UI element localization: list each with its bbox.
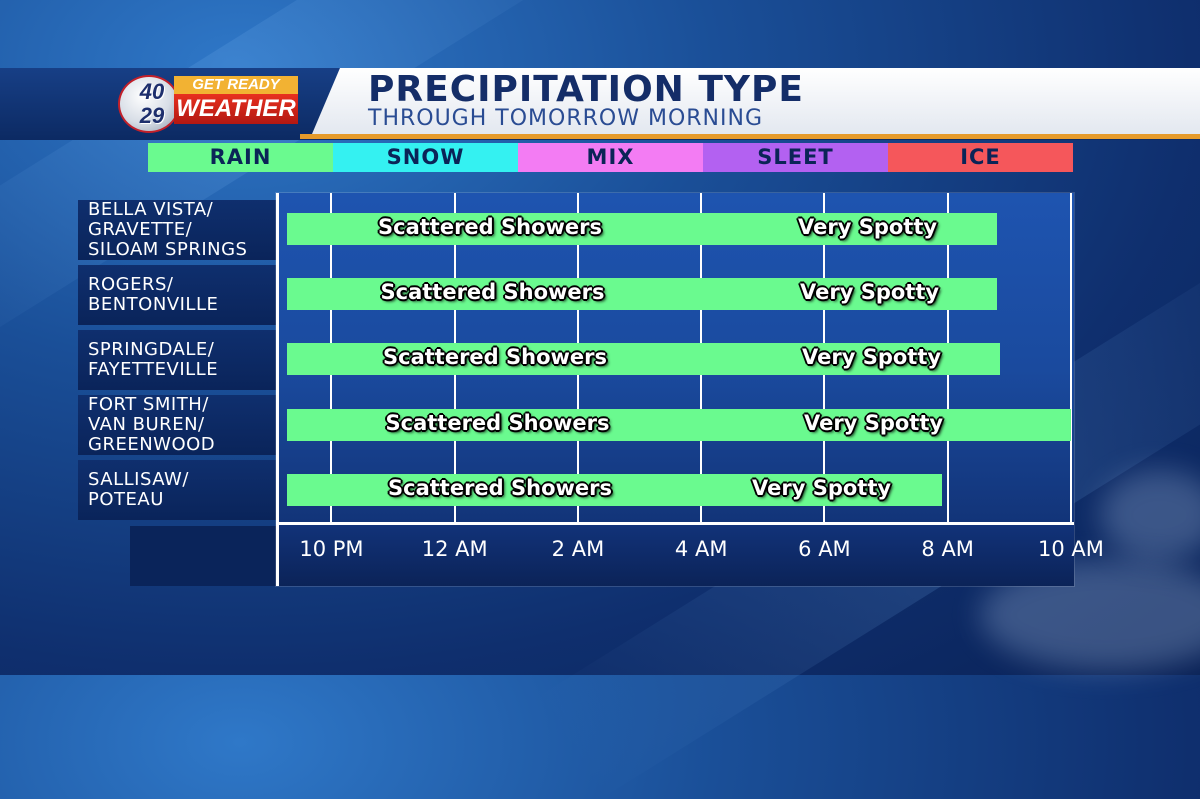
x-tick-label: 12 AM <box>421 537 488 561</box>
legend-item-rain: RAIN <box>148 143 333 172</box>
precip-bar <box>287 213 997 245</box>
page-title: PRECIPITATION TYPE <box>368 69 804 110</box>
legend-item-sleet: SLEET <box>703 143 888 172</box>
bar-annotation: Very Spotty <box>802 345 942 369</box>
row-label-line: SPRINGDALE/ <box>88 339 215 360</box>
row-label-line: BELLA VISTA/ <box>88 199 214 220</box>
chart-plot-area: 10 PM 12 AM 2 AM 4 AM 6 AM 8 AM 10 AM Scattered… <box>276 193 1104 586</box>
logo-tagline-top: GET READY <box>174 76 298 94</box>
row-label: ROGERS/ BENTONVILLE <box>78 265 276 325</box>
x-tick-label: 6 AM <box>798 537 851 561</box>
bar-annotation: Scattered Showers <box>380 280 605 304</box>
legend-item-snow: SNOW <box>333 143 518 172</box>
row-label: BELLA VISTA/ GRAVETTE/ SILOAM SPRINGS <box>78 200 276 260</box>
logo-number-top: 40 <box>139 79 165 104</box>
precip-bar <box>287 474 942 506</box>
row-label-footer-panel <box>130 526 278 586</box>
precip-bar <box>287 343 1001 375</box>
bar-annotation: Scattered Showers <box>383 345 608 369</box>
logo-tagline-bottom: WEATHER <box>174 94 298 124</box>
grid-line <box>1069 193 1072 523</box>
legend-item-mix: MIX <box>518 143 703 172</box>
header-title-panel <box>312 68 1200 134</box>
x-tick-label: 2 AM <box>551 537 605 561</box>
x-tick-label: 10 AM <box>1037 537 1104 561</box>
row-label: SALLISAW/ POTEAU <box>78 460 276 520</box>
row-label-line: FAYETTEVILLE <box>88 359 219 380</box>
x-tick-label: 4 AM <box>674 537 728 561</box>
logo-badge <box>118 75 180 133</box>
background-cloud <box>1100 470 1200 560</box>
legend-item-ice: ICE <box>888 143 1073 172</box>
x-axis-band <box>276 523 1074 586</box>
bar-annotation: Scattered Showers <box>388 476 613 500</box>
row-label: FORT SMITH/ VAN BUREN/ GREENWOOD <box>78 395 276 455</box>
bar-annotation: Very Spotty <box>800 280 940 304</box>
precip-bar <box>287 278 997 310</box>
bar-annotation: Scattered Showers <box>378 215 603 239</box>
row-label: SPRINGDALE/ FAYETTEVILLE <box>78 330 276 390</box>
row-label-line: SILOAM SPRINGS <box>88 239 248 260</box>
header-accent-line <box>300 134 1200 139</box>
bar-annotation: Very Spotty <box>804 411 944 435</box>
bar-annotation: Scattered Showers <box>385 411 610 435</box>
precip-bar <box>287 409 1071 441</box>
legend: RAIN SNOW MIX SLEET ICE <box>148 143 1073 172</box>
row-label-line: POTEAU <box>88 489 164 510</box>
station-logo: 40 29 GET READY WEATHER <box>118 73 298 135</box>
bar-annotation: Very Spotty <box>752 476 892 500</box>
row-label-line: SALLISAW/ <box>88 469 189 490</box>
page-subtitle: THROUGH TOMORROW MORNING <box>368 106 763 131</box>
x-tick-label: 8 AM <box>921 537 974 561</box>
row-label-line: GRAVETTE/ <box>88 219 193 240</box>
row-label-line: BENTONVILLE <box>88 294 219 315</box>
x-axis-line <box>276 522 1074 525</box>
row-label-line: ROGERS/ <box>88 274 174 295</box>
y-axis-line <box>276 193 279 586</box>
x-tick-label: 10 PM <box>299 537 364 561</box>
bar-annotation: Very Spotty <box>798 215 938 239</box>
row-label-line: GREENWOOD <box>88 434 216 455</box>
row-label-line: FORT SMITH/ <box>88 394 209 415</box>
row-label-line: VAN BUREN/ <box>88 414 205 435</box>
logo-number-bottom: 29 <box>139 103 165 128</box>
